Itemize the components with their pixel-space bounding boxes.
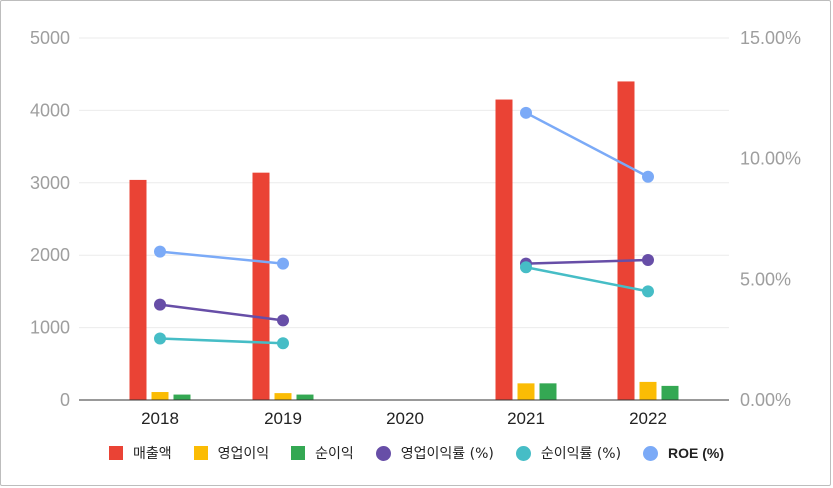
category-label: 2019 bbox=[264, 409, 302, 428]
category-label: 2022 bbox=[629, 409, 667, 428]
point-순이익률 (%) bbox=[277, 337, 289, 350]
point-순이익률 (%) bbox=[642, 285, 654, 298]
legend-square-swatch bbox=[291, 446, 306, 460]
bar-순이익 bbox=[661, 385, 679, 400]
legend-circle-swatch bbox=[375, 445, 391, 461]
legend-square-swatch bbox=[108, 446, 123, 460]
point-영업이익률 (%) bbox=[642, 254, 654, 267]
bar-매출액 bbox=[617, 81, 635, 400]
legend-item: 매출액 bbox=[108, 443, 172, 463]
point-순이익률 (%) bbox=[154, 332, 166, 345]
category-label: 2018 bbox=[141, 409, 179, 428]
legend-circle-swatch bbox=[643, 445, 659, 461]
point-순이익률 (%) bbox=[520, 261, 532, 274]
line-영업이익률 (%) bbox=[525, 258, 649, 265]
right-tick-label: 15.00% bbox=[740, 28, 801, 48]
legend-item: 순이익률 (%) bbox=[515, 443, 622, 463]
legend-label: 순이익률 (%) bbox=[540, 446, 622, 462]
left-tick-label: 1000 bbox=[30, 318, 70, 338]
bar-매출액 bbox=[495, 99, 513, 400]
line-ROE (%) bbox=[159, 250, 284, 265]
legend-square-swatch bbox=[193, 446, 208, 460]
bar-순이익 bbox=[539, 383, 557, 400]
point-영업이익률 (%) bbox=[277, 314, 289, 327]
left-tick-label: 2000 bbox=[30, 245, 70, 265]
point-ROE (%) bbox=[642, 170, 654, 183]
legend-item: 영업이익 bbox=[193, 443, 270, 463]
point-ROE (%) bbox=[154, 245, 166, 258]
bar-매출액 bbox=[129, 179, 147, 400]
right-tick-label: 10.00% bbox=[740, 149, 801, 169]
legend-label: 매출액 bbox=[132, 446, 172, 462]
right-axis-ticks: 0.00% 5.00% 10.00% 15.00% bbox=[740, 28, 801, 410]
line-순이익률 (%) bbox=[525, 266, 649, 293]
left-tick-label: 3000 bbox=[30, 173, 70, 193]
x-axis-ticks: 2018 2019 2020 2021 2022 bbox=[141, 409, 667, 428]
legend-label: ROE (%) bbox=[668, 445, 725, 461]
bar-영업이익 bbox=[517, 383, 535, 400]
legend-label: 영업이익 bbox=[217, 446, 270, 462]
bar-매출액 bbox=[252, 172, 270, 400]
legend-circle-swatch bbox=[515, 445, 531, 461]
category-label: 2021 bbox=[507, 409, 545, 428]
bar-영업이익 bbox=[151, 392, 169, 400]
legend-item: 영업이익률 (%) bbox=[375, 443, 494, 463]
point-영업이익률 (%) bbox=[154, 298, 166, 311]
bar-순이익 bbox=[296, 394, 314, 400]
line-순이익률 (%) bbox=[159, 337, 284, 345]
line-series bbox=[154, 106, 654, 350]
legend-item: ROE (%) bbox=[643, 445, 724, 461]
point-ROE (%) bbox=[277, 257, 289, 270]
category-label: 2020 bbox=[386, 409, 424, 428]
bar-영업이익 bbox=[639, 381, 657, 400]
legend-item: 순이익 bbox=[291, 443, 354, 463]
bar-영업이익 bbox=[274, 393, 292, 400]
left-tick-label: 5000 bbox=[30, 28, 70, 48]
left-tick-label: 0 bbox=[60, 390, 70, 410]
legend-label: 영업이익률 (%) bbox=[400, 446, 494, 462]
line-영업이익률 (%) bbox=[159, 303, 284, 322]
right-tick-label: 0.00% bbox=[740, 390, 791, 410]
legend-label: 순이익 bbox=[315, 446, 354, 462]
bar-순이익 bbox=[173, 394, 191, 400]
bar-series bbox=[129, 81, 679, 400]
left-tick-label: 4000 bbox=[30, 100, 70, 120]
line-ROE (%) bbox=[525, 111, 649, 178]
right-tick-label: 5.00% bbox=[740, 269, 791, 289]
point-ROE (%) bbox=[520, 106, 532, 119]
legend: 매출액 영업이익 순이익 영업이익률 (%) 순이익률 (%) ROE (%) bbox=[0, 440, 833, 466]
left-axis-ticks: 0 1000 2000 3000 4000 5000 bbox=[30, 28, 70, 410]
